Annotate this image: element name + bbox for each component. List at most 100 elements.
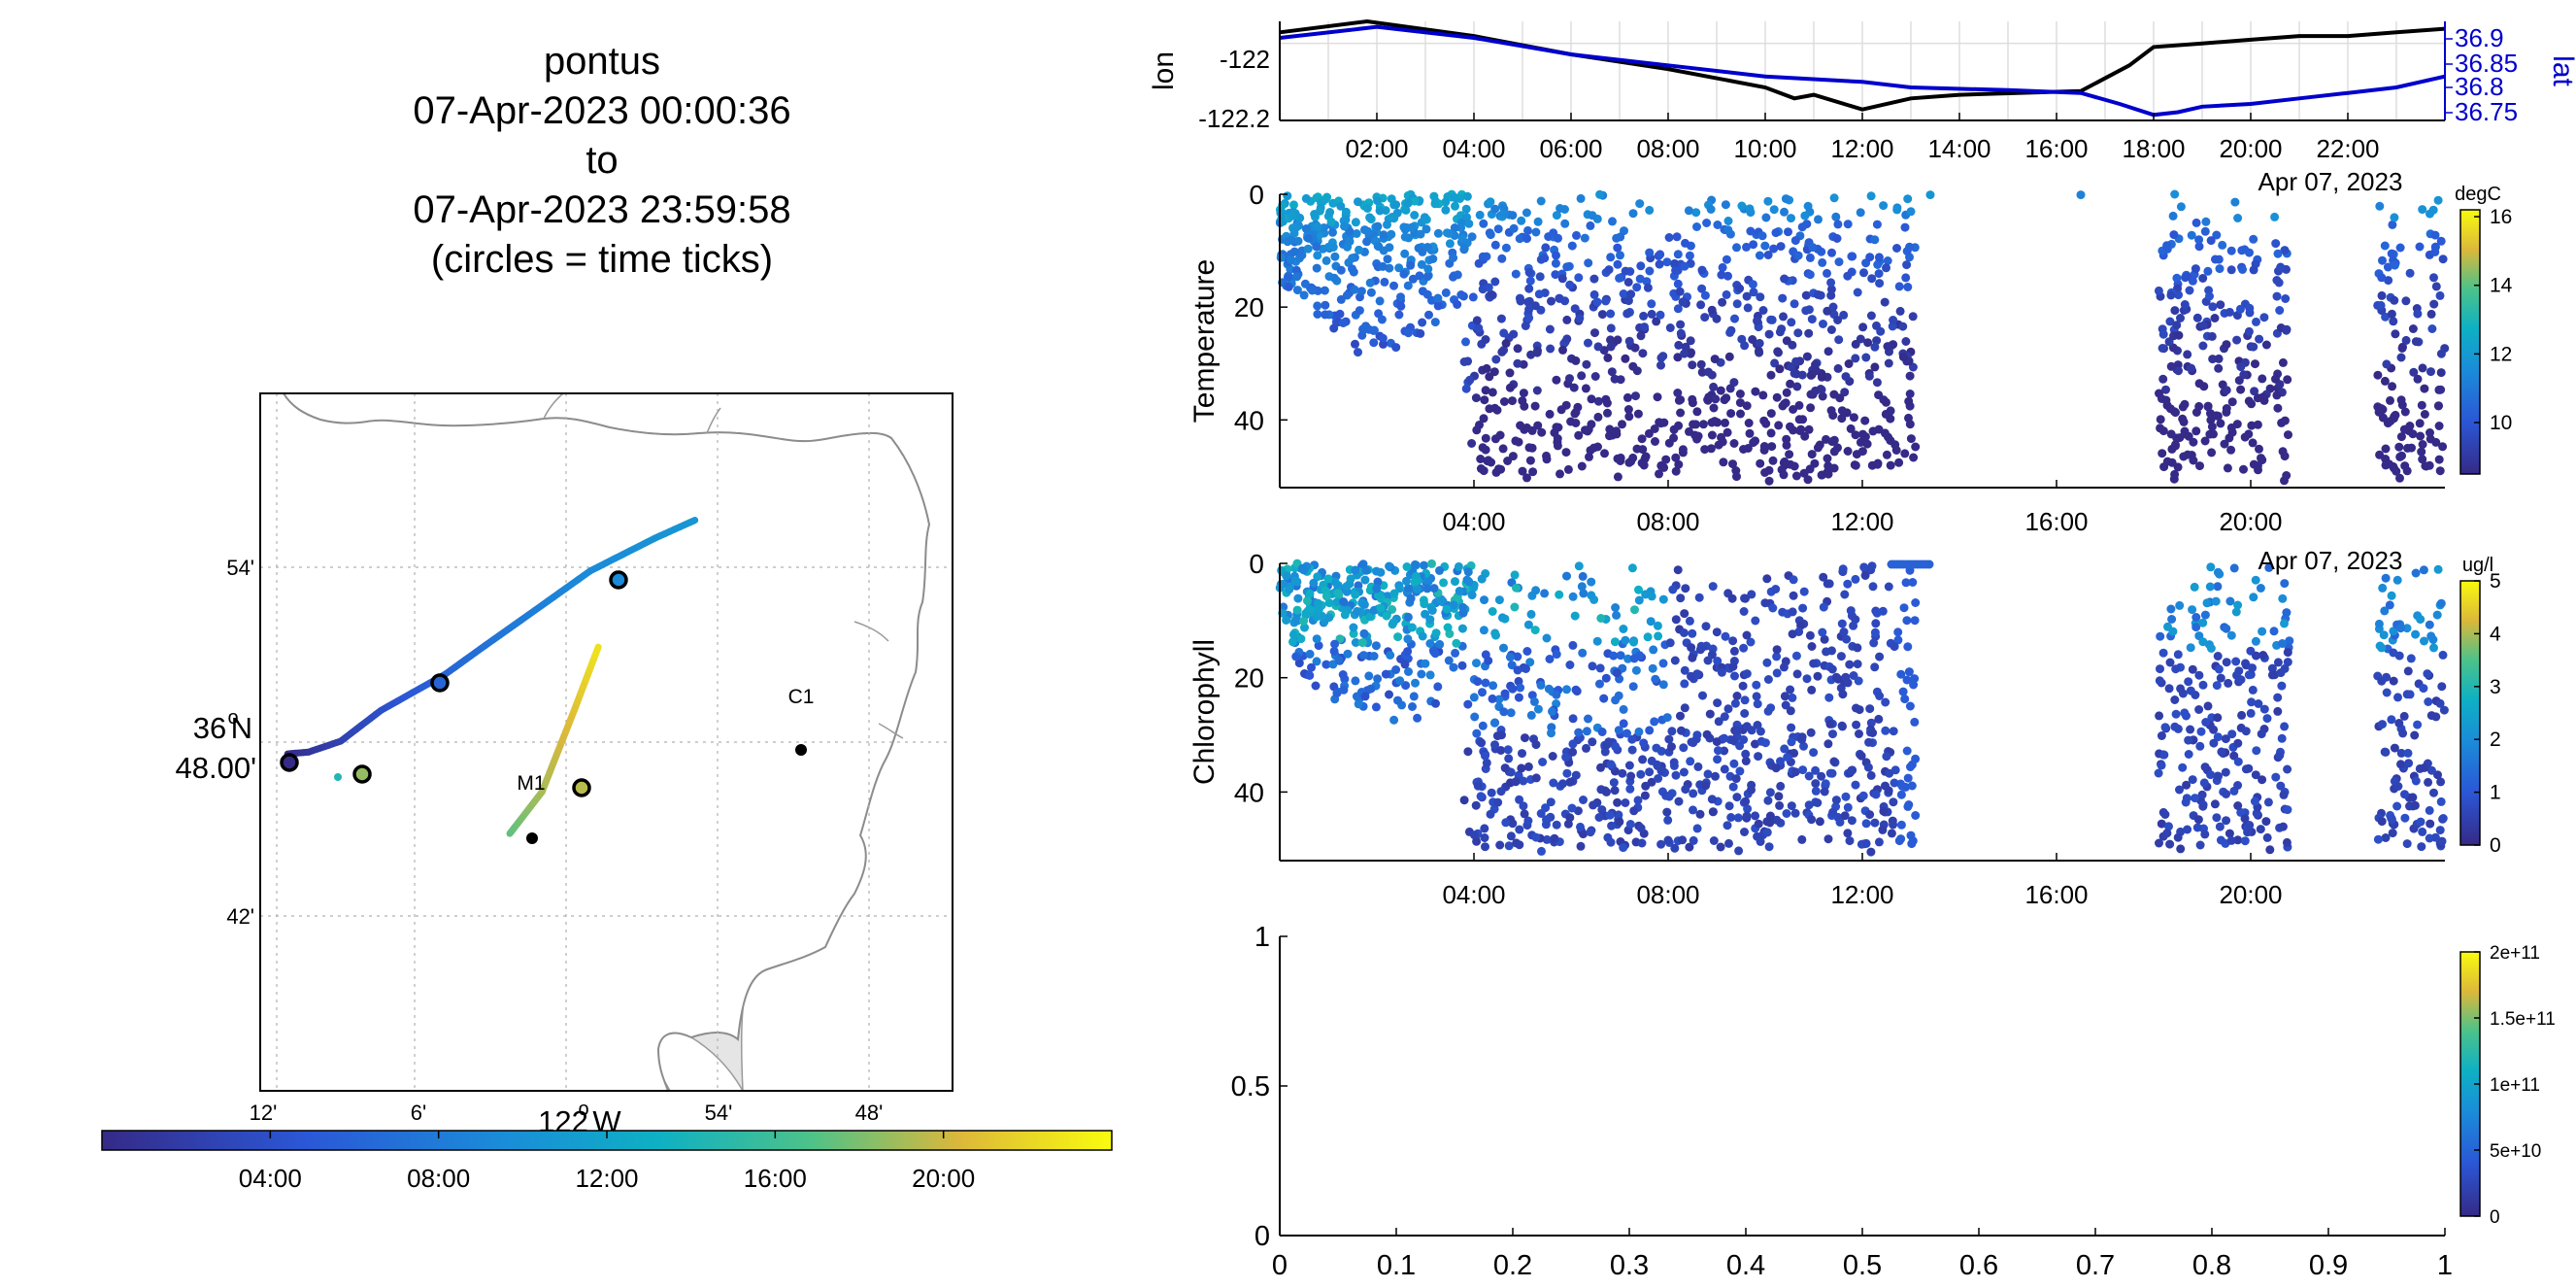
chlorophyll-point <box>1868 729 1878 737</box>
temperature-point <box>1645 266 1655 276</box>
temperature-point <box>1528 467 1538 477</box>
temperature-point <box>1565 280 1575 289</box>
chlorophyll-point <box>1686 757 1695 766</box>
temperature-point <box>1587 394 1596 404</box>
chlorophyll-point <box>1809 659 1819 668</box>
map-y-tick-label: 42' <box>226 904 254 929</box>
lonlat-x-tick-label: 06:00 <box>1539 134 1602 163</box>
chlorophyll-point <box>1490 740 1499 750</box>
map-tick-circle <box>572 778 591 797</box>
temperature-point <box>1905 242 1915 252</box>
chlorophyll-point <box>2191 623 2201 632</box>
chlorophyll-point <box>1545 655 1555 663</box>
temperature-point <box>2270 212 2280 221</box>
temperature-y-tick-label: 0 <box>1249 180 1264 210</box>
chlorophyll-point <box>2165 658 2175 667</box>
chlorophyll-point <box>1783 753 1792 763</box>
chlorophyll-point <box>1695 809 1705 819</box>
temperature-point <box>2194 242 2204 252</box>
temperature-point <box>2272 390 2282 400</box>
chlorophyll-point <box>2188 664 2197 674</box>
temperature-point <box>1890 440 1900 450</box>
chlorophyll-point <box>1561 752 1571 762</box>
chlorophyll-point <box>1587 577 1596 587</box>
temperature-point <box>1678 297 1688 307</box>
chlorophyll-point <box>2278 593 2288 603</box>
chlorophyll-point <box>1480 833 1489 842</box>
chlorophyll-point <box>2435 826 2445 835</box>
temperature-point <box>1900 222 1910 232</box>
chlorophyll-point <box>2387 715 2396 725</box>
temperature-point <box>2402 466 2412 476</box>
temperature-point <box>1456 290 1466 299</box>
chlorophyll-y-tick-label: 0 <box>1249 549 1264 579</box>
chlorophyll-point <box>2264 562 2274 572</box>
temperature-point <box>2248 438 2258 448</box>
chlorophyll-point <box>2248 685 2258 695</box>
temperature-point <box>1592 297 1602 307</box>
empty-axes: 0 0.1 0.2 0.3 0.4 0.5 0.6 0.7 0.8 0.9 100.51 <box>1231 922 2453 1281</box>
temperature-point <box>1490 240 1500 250</box>
chlorophyll-point <box>1735 766 1745 776</box>
chlorophyll-point <box>1624 761 1634 770</box>
chlorophyll-point <box>1648 663 1657 673</box>
temperature-point <box>1310 210 1320 219</box>
temperature-point <box>1671 466 1681 476</box>
chlorophyll-point <box>1836 652 1846 661</box>
chlorophyll-point <box>1541 803 1551 813</box>
chlorophyll-point <box>1609 778 1619 788</box>
chlorophyll-point <box>1875 692 1885 700</box>
temperature-point <box>2198 321 2208 330</box>
temperature-point <box>1577 461 1587 471</box>
temperature-point <box>1321 255 1331 265</box>
chlorophyll-point <box>1604 737 1614 747</box>
chlorophyll-point <box>1442 604 1452 614</box>
chlorophyll-point <box>1739 735 1749 744</box>
temperature-point <box>2245 303 2255 313</box>
chlorophyll-point <box>2171 664 2181 674</box>
chlorophyll-point <box>1574 561 1584 571</box>
chlorophyll-point <box>1887 829 1896 838</box>
chlorophyll-point <box>2200 763 2210 772</box>
chlorophyll-point <box>1679 743 1689 753</box>
chlorophyll-x-tick-label: 20:00 <box>2219 880 2282 909</box>
temperature-point <box>1478 252 1488 261</box>
temperature-point <box>1800 211 1810 220</box>
temperature-point <box>1639 311 1649 321</box>
temperature-point <box>1686 349 1695 358</box>
chlorophyll-point <box>2167 615 2177 624</box>
chlorophyll-point <box>2259 704 2269 714</box>
temperature-point <box>1378 261 1388 271</box>
temperature-point <box>2158 449 2167 458</box>
chlorophyll-point <box>2209 738 2219 748</box>
chlorophyll-point <box>1373 674 1383 684</box>
temperature-point <box>2375 201 2385 211</box>
chlorophyll-point <box>1314 641 1323 651</box>
temperature-point <box>1767 442 1777 452</box>
temperature-point <box>1691 420 1700 429</box>
temperature-point <box>1700 290 1710 300</box>
temperature-point <box>1635 274 1645 284</box>
chlorophyll-point <box>1799 587 1809 596</box>
temperature-point <box>1356 287 1366 296</box>
temperature-point <box>1400 249 1410 258</box>
chlorophyll-point <box>1282 616 1291 625</box>
chlorophyll-point <box>1427 559 1436 568</box>
chlorophyll-point <box>1618 768 1627 778</box>
temperature-point <box>2076 190 2086 200</box>
temperature-point <box>1553 434 1562 443</box>
temperature-point <box>2176 314 2185 322</box>
temperature-point <box>1481 433 1490 443</box>
temperature-point <box>1312 242 1321 252</box>
title-start-time: 07-Apr-2023 00:00:36 <box>413 89 791 132</box>
chlorophyll-point <box>1550 833 1559 843</box>
chlorophyll-point <box>1797 732 1807 742</box>
chlorophyll-point <box>2261 817 2271 827</box>
chlorophyll-point <box>1904 667 1914 677</box>
temperature-point <box>1618 420 1626 429</box>
chlorophyll-point <box>1443 623 1453 632</box>
temperature-point <box>2161 385 2170 394</box>
temperature-point <box>1669 433 1679 443</box>
